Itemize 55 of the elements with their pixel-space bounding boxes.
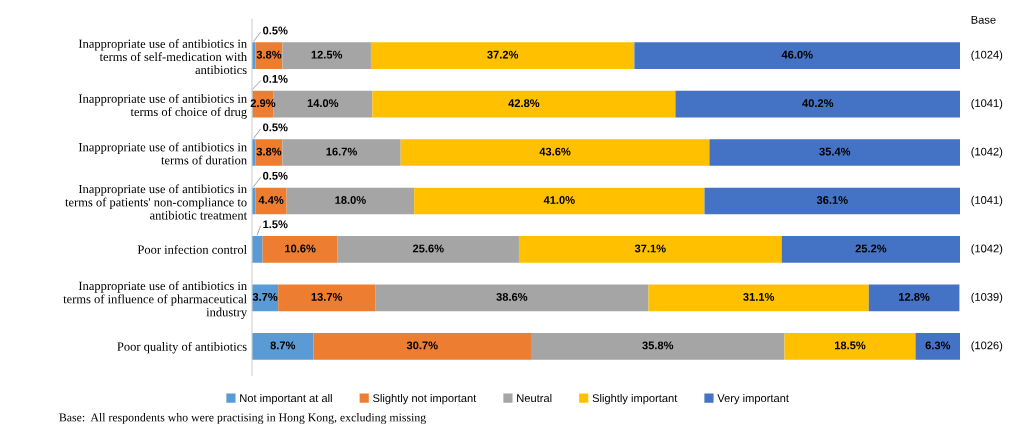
text: (1039) [971,292,1003,304]
data-label: 42.8% [508,99,540,108]
data-label: 18.0% [335,196,366,204]
data-label: 8.7% [270,341,296,350]
data-label: 13.7% [311,292,343,301]
legend-label: Very important [717,393,789,405]
y-tick-label: Poor quality of antibiotics [117,341,247,354]
legend-label: Slightly important [592,393,678,405]
y-tick-label: Inappropriate use of antibiotics in terms of patients' non-compliance to antibiotic treatment [65,184,248,220]
y-tick-label: Inappropriate use of antibiotics in terms of choice of drug [78,93,247,119]
y-tick-label: Inappropriate use of antibiotics in terms of self-medication with antibiotics [78,39,247,75]
data-label: 35.8% [642,341,674,350]
data-label: 0.5% [263,171,288,180]
data-label: 0.5% [263,26,288,35]
data-label: 3.8% [256,50,282,59]
text: (1042) [971,147,1003,158]
data-label: 3.7% [252,292,278,301]
data-label: 36.1% [816,196,848,204]
text: Base: All respondents who were practising in Hong Kong, excluding missing [59,413,426,424]
data-label: 46.0% [781,50,813,59]
y-tick-label: Poor infection control [137,244,247,254]
data-label: 37.2% [487,50,519,59]
data-label: 12.5% [311,50,343,59]
data-label: 18.5% [834,341,866,350]
data-label: 25.2% [855,244,887,253]
data-label: 43.6% [539,147,571,156]
y-tick-label: Inappropriate use of antibiotics in terms of influence of pharmaceutical industry [63,281,248,319]
data-label: 0.5% [263,123,288,132]
legend-label: Not important at all [240,393,332,405]
data-label: 38.6% [496,292,528,301]
text: (1041) [971,195,1003,207]
data-label: 10.6% [285,244,316,253]
data-label: 40.2% [802,99,834,108]
text: (1041) [971,98,1003,110]
data-label: 3.8% [256,147,282,156]
data-label: 41.0% [543,196,575,204]
data-label: 6.3% [925,341,951,350]
data-label: 0.1% [263,74,288,83]
data-label: 30.7% [406,341,438,350]
data-label: 4.4% [258,196,284,204]
data-label: 37.1% [634,244,666,253]
text: (1026) [971,341,1003,352]
data-label: 1.5% [263,220,288,229]
data-label: 25.6% [412,244,444,253]
legend-label: Slightly not important [373,393,477,405]
text: (1042) [971,244,1003,255]
data-label: 16.7% [326,147,358,156]
data-label: 35.4% [819,147,851,156]
data-label: 14.0% [307,99,339,108]
legend-label: Neutral [517,393,552,403]
data-label: 31.1% [743,292,775,301]
y-tick-label: Inappropriate use of antibiotics in terms of duration [78,142,247,165]
data-label: 12.8% [899,292,930,301]
text: Base [971,15,996,24]
text: (1024) [971,50,1003,61]
